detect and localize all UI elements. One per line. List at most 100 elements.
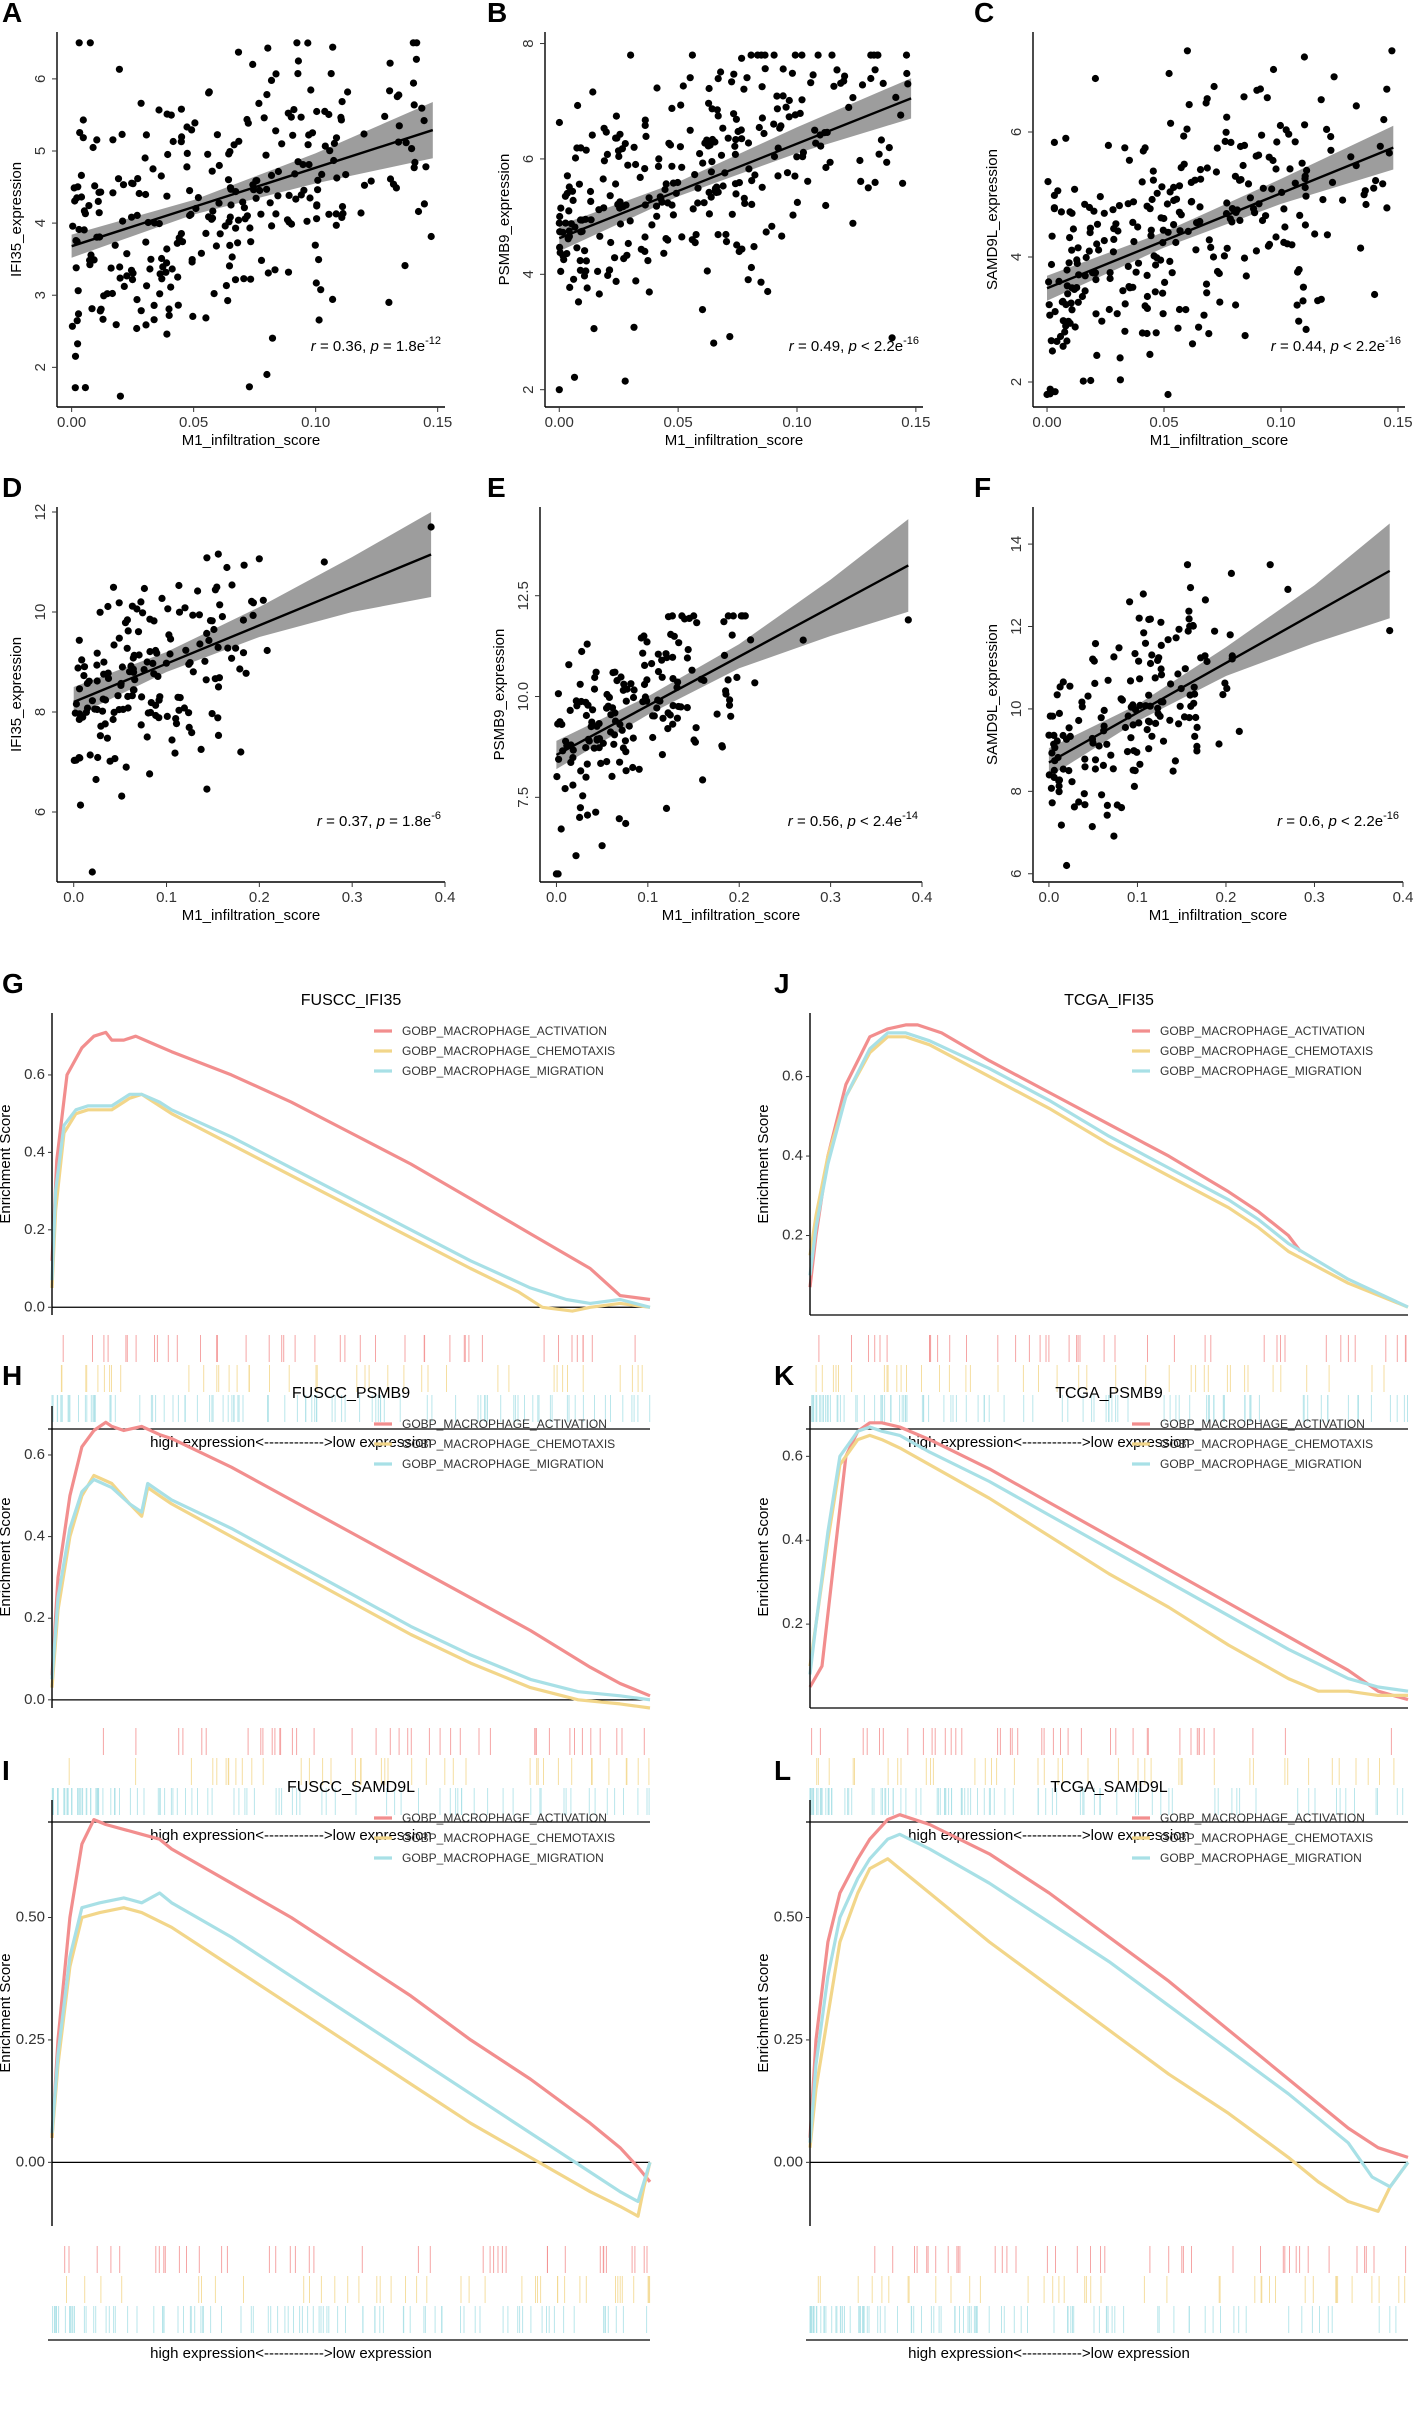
data-point: [1221, 137, 1229, 145]
data-point: [1302, 325, 1310, 333]
data-point: [581, 247, 589, 255]
data-point: [744, 276, 752, 284]
data-point: [227, 201, 235, 209]
legend-label: GOBP_MACROPHAGE_CHEMOTAXIS: [402, 1831, 615, 1845]
data-point: [1203, 164, 1211, 172]
data-point: [773, 92, 781, 100]
data-point: [761, 65, 769, 73]
data-point: [243, 115, 251, 124]
gsea-panel-i: I FUSCC_SAMD9L 0.00 0.25 0.50 Enrichment Scor…: [0, 1755, 652, 2362]
data-point: [180, 704, 188, 712]
data-point: [256, 186, 264, 195]
y-tick-label: 8: [520, 39, 537, 47]
y-tick-label: 0.6: [782, 1447, 803, 1464]
data-point: [241, 215, 249, 223]
data-point: [1376, 142, 1384, 150]
data-point: [1175, 305, 1184, 314]
data-point: [1295, 317, 1303, 325]
data-point: [764, 287, 772, 296]
data-point: [74, 340, 82, 348]
data-point: [318, 170, 326, 178]
stat-part: r: [1271, 338, 1277, 355]
stat-part: r: [311, 338, 317, 355]
data-point: [122, 763, 130, 771]
data-point: [268, 334, 277, 342]
data-point: [1280, 205, 1288, 213]
data-point: [751, 679, 759, 687]
data-point: [1113, 801, 1121, 809]
x-axis-title: M1_infiltration_score: [182, 432, 320, 449]
data-point: [1159, 310, 1167, 318]
data-point: [142, 190, 150, 199]
data-point: [722, 238, 731, 246]
data-point: [299, 161, 307, 169]
data-point: [1109, 206, 1117, 214]
data-point: [252, 194, 260, 202]
data-point: [321, 142, 329, 150]
data-point: [74, 310, 83, 318]
data-point: [1302, 192, 1310, 200]
data-point: [1159, 289, 1167, 297]
y-tick-label: 0.25: [774, 2031, 803, 2048]
data-point: [123, 272, 131, 280]
data-point: [597, 759, 605, 768]
data-point: [1388, 47, 1396, 55]
data-point: [871, 66, 879, 74]
data-point: [1138, 178, 1146, 186]
data-point: [71, 197, 79, 205]
data-point: [625, 722, 633, 730]
data-point: [385, 298, 393, 306]
data-point: [92, 775, 100, 784]
data-point: [1281, 223, 1289, 231]
data-point: [1272, 165, 1280, 173]
data-point: [1186, 691, 1194, 699]
data-point: [645, 288, 653, 296]
data-point: [202, 229, 210, 237]
data-point: [289, 131, 297, 139]
data-point: [110, 641, 118, 649]
data-point: [182, 646, 190, 654]
data-point: [138, 693, 146, 701]
data-point: [287, 220, 296, 228]
data-point: [1182, 306, 1190, 314]
es-curve-3: [808, 1832, 1410, 2189]
data-point: [1293, 301, 1301, 309]
x-tick-label: 0.15: [423, 414, 452, 431]
data-point: [1088, 823, 1096, 831]
data-point: [796, 109, 804, 117]
y-tick-label: 4: [1008, 253, 1025, 261]
legend-label: GOBP_MACROPHAGE_MIGRATION: [402, 1064, 604, 1078]
stat-part: 2.2: [874, 338, 895, 355]
data-point: [758, 83, 766, 91]
data-point: [133, 605, 141, 613]
data-point: [240, 275, 248, 283]
data-point: [163, 330, 171, 338]
data-point: [214, 643, 222, 652]
data-point: [194, 587, 202, 595]
data-point: [1276, 121, 1284, 130]
data-point: [621, 737, 630, 745]
stat-part: 0.37: [339, 813, 368, 830]
y-tick-label: 12: [1008, 618, 1025, 635]
data-point: [740, 85, 748, 93]
data-point: [1193, 747, 1201, 755]
y-tick-label: 0.2: [782, 1615, 803, 1632]
data-point: [234, 48, 243, 56]
data-point: [312, 279, 320, 287]
data-point: [867, 51, 875, 59]
y-tick-label: 8: [1008, 787, 1025, 795]
data-point: [1063, 861, 1071, 870]
data-point: [603, 150, 612, 158]
data-point: [314, 176, 322, 184]
data-point: [294, 57, 302, 65]
data-point: [1048, 347, 1056, 355]
data-point: [95, 209, 103, 217]
data-point: [571, 154, 580, 162]
data-point: [203, 629, 211, 638]
data-point: [563, 172, 572, 180]
data-point: [1147, 232, 1155, 240]
legend-label: GOBP_MACROPHAGE_CHEMOTAXIS: [402, 1437, 615, 1451]
data-point: [284, 109, 292, 117]
data-point: [703, 267, 711, 275]
hit-rug: [52, 2246, 651, 2333]
